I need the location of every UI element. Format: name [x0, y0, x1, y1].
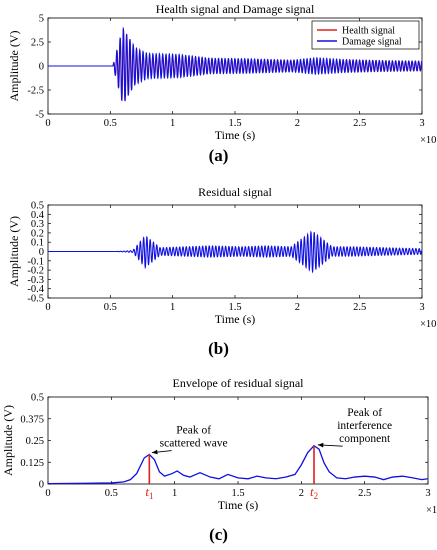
- y-tick-label: 0.4: [31, 210, 45, 221]
- x-multiplier: ×10⁻⁴: [420, 135, 437, 146]
- annotation-text: interference: [337, 420, 392, 432]
- x-tick-label: 1.5: [231, 488, 244, 499]
- y-tick-label: -0.1: [27, 256, 44, 267]
- x-tick-label: 3: [419, 302, 424, 313]
- plot-area: [48, 444, 428, 484]
- y-tick-label: 0.375: [20, 414, 44, 425]
- peak-marker-label: t1: [145, 484, 153, 501]
- x-tick-label: 1: [170, 302, 175, 313]
- y-tick-label: 0.125: [20, 458, 44, 469]
- y-axis-label: Amplitude (V): [7, 31, 21, 102]
- peak-marker-label: t2: [310, 484, 318, 501]
- annotation-arrowhead: [317, 442, 324, 448]
- plot-area: [48, 26, 422, 102]
- legend-entry: Health signal: [342, 26, 395, 37]
- series-line-damage-signal: [48, 26, 422, 102]
- y-tick-label: -5: [35, 110, 44, 121]
- legend-entry: Damage signal: [342, 37, 402, 48]
- x-tick-label: 2.5: [358, 488, 371, 499]
- y-tick-label: -2.5: [27, 86, 44, 97]
- y-tick-label: 0.2: [31, 228, 44, 239]
- y-tick-label: 0.3: [31, 219, 44, 230]
- x-tick-label: 3: [419, 118, 424, 129]
- x-tick-label: 0: [45, 302, 50, 313]
- x-tick-label: 0: [45, 488, 50, 499]
- x-tick-label: 1.5: [228, 118, 241, 129]
- x-multiplier: ×10⁻⁴: [420, 319, 437, 330]
- y-axis-label: Amplitude (V): [1, 405, 15, 476]
- y-tick-label: 0.25: [26, 436, 44, 447]
- chart-title: Residual signal: [198, 185, 272, 199]
- annotation-text: Peak of: [347, 407, 382, 419]
- x-tick-label: 0: [45, 118, 50, 129]
- x-axis-label: Time (s): [215, 128, 256, 142]
- x-multiplier: ×10⁻⁴: [426, 505, 437, 516]
- x-tick-label: 1: [170, 118, 175, 129]
- x-tick-label: 2: [295, 118, 300, 129]
- plot-area: [48, 230, 422, 274]
- y-tick-label: -0.5: [27, 294, 44, 305]
- x-tick-label: 2.5: [353, 302, 366, 313]
- panel-label-c: (c): [209, 525, 228, 544]
- x-tick-label: 3: [425, 488, 430, 499]
- annotation-text: scattered wave: [160, 438, 228, 450]
- x-tick-label: 0.5: [105, 488, 118, 499]
- x-tick-label: 0.5: [104, 302, 117, 313]
- y-tick-label: 0.1: [31, 238, 44, 249]
- chart-panel-c: Envelope of residual signal 0 0.5 1 1.5 2 2.5 3…: [1, 376, 437, 516]
- y-tick-label: -0.4: [27, 284, 44, 295]
- x-axis-label: Time (s): [218, 498, 259, 512]
- y-tick-label: 5: [39, 14, 44, 25]
- y-tick-label: 0: [39, 62, 44, 73]
- chart-panel-a: Health signal and Damage signal 0 0.5 1 1.5 2…: [7, 2, 437, 146]
- x-tick-label: 0.5: [104, 118, 117, 129]
- y-axis-label: Amplitude (V): [7, 216, 21, 287]
- x-axis-label: Time (s): [215, 312, 256, 326]
- chart-title: Envelope of residual signal: [173, 376, 305, 390]
- x-tick-label: 2.5: [353, 118, 366, 129]
- chart-title: Health signal and Damage signal: [156, 2, 315, 16]
- annotation-arrowhead: [151, 449, 158, 455]
- x-tick-label: 1.5: [228, 302, 241, 313]
- series-line-signal: [48, 230, 422, 274]
- y-tick-label: 0: [39, 247, 44, 258]
- y-tick-label: 0.5: [31, 393, 44, 404]
- y-tick-label: -0.3: [27, 275, 44, 286]
- annotation-text: Peak of: [176, 425, 211, 437]
- x-tick-label: 2: [295, 302, 300, 313]
- series-line-signal: [48, 444, 428, 484]
- panel-label-a: (a): [208, 146, 229, 165]
- y-tick-label: -0.2: [27, 266, 44, 277]
- x-tick-label: 2: [299, 488, 304, 499]
- x-tick-label: 1: [172, 488, 177, 499]
- annotation-text: component: [339, 433, 391, 445]
- y-tick-label: 2.5: [31, 38, 44, 49]
- panel-label-b: (b): [208, 339, 229, 358]
- y-tick-label: 0: [39, 480, 44, 491]
- y-tick-label: 0.5: [31, 201, 44, 212]
